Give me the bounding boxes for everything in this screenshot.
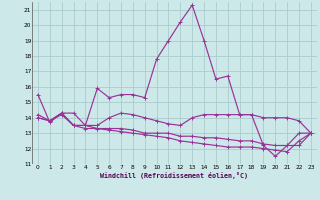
X-axis label: Windchill (Refroidissement éolien,°C): Windchill (Refroidissement éolien,°C) bbox=[100, 172, 248, 179]
